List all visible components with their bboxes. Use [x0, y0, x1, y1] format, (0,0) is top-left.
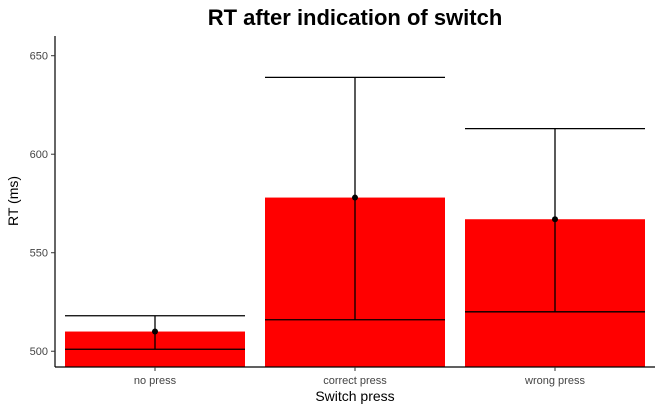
y-tick-label-2: 600: [30, 149, 48, 161]
chart-title: RT after indication of switch: [208, 5, 503, 30]
y-tick-label-1: 550: [30, 248, 48, 260]
y-ticks-group: 500 550 600 650: [30, 51, 55, 358]
y-axis-title: RT (ms): [5, 176, 21, 226]
y-tick-label-0: 500: [30, 346, 48, 358]
x-axis-title: Switch press: [315, 388, 394, 404]
x-tick-label-2: wrong press: [524, 375, 585, 387]
mean-point-0: [152, 328, 158, 335]
x-tick-label-1: correct press: [323, 375, 387, 387]
x-tick-label-0: no press: [134, 375, 177, 387]
mean-point-1: [352, 194, 358, 201]
y-tick-label-3: 650: [30, 51, 48, 63]
mean-point-2: [552, 216, 558, 223]
error-bars-group: [65, 76, 645, 350]
x-ticks-group: no press correct press wrong press: [134, 367, 585, 387]
